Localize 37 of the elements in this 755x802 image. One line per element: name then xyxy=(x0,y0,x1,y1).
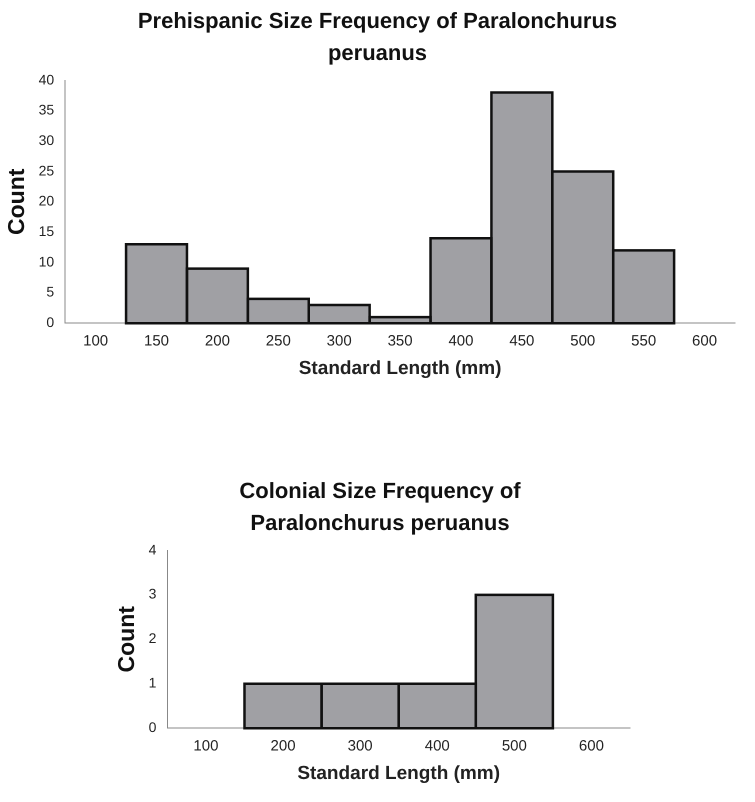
x-tick-label: 400 xyxy=(448,332,474,350)
y-axis-title: Count xyxy=(3,168,30,236)
x-axis-title: Standard Length (mm) xyxy=(298,358,502,379)
x-tick-label: 300 xyxy=(348,737,373,754)
x-tick-label: 300 xyxy=(326,332,352,350)
y-tick-label: 30 xyxy=(38,132,54,148)
x-tick-label: 200 xyxy=(270,737,296,754)
x-tick-label: 600 xyxy=(578,737,604,754)
x-tick-label: 100 xyxy=(83,332,108,350)
y-tick-label: 15 xyxy=(38,223,54,240)
y-tick-label: 0 xyxy=(46,314,54,330)
x-tick-label: 400 xyxy=(424,737,450,754)
x-tick-label: 250 xyxy=(266,332,291,350)
y-tick-label: 4 xyxy=(148,541,157,558)
x-axis-title: Standard Length (mm) xyxy=(297,762,500,784)
y-tick-label: 3 xyxy=(148,586,157,602)
y-axis-title: Count xyxy=(113,606,140,673)
x-tick-label: 550 xyxy=(631,332,656,350)
x-tick-label: 600 xyxy=(692,332,718,350)
x-tick-label: 450 xyxy=(509,332,534,350)
y-tick-label: 35 xyxy=(38,102,54,118)
x-tick-label: 350 xyxy=(388,332,413,350)
y-tick-label: 20 xyxy=(38,192,54,209)
y-tick-label: 10 xyxy=(38,253,54,270)
chart-title: Colonial Size Frequency of Paralonchurus peruanus xyxy=(238,477,522,537)
x-tick-label: 150 xyxy=(144,332,170,350)
x-tick-label: 500 xyxy=(570,332,596,350)
y-tick-label: 40 xyxy=(38,71,54,88)
y-tick-label: 0 xyxy=(148,719,157,736)
y-tick-label: 1 xyxy=(148,674,157,691)
x-tick-label: 100 xyxy=(193,737,218,754)
x-tick-label: 500 xyxy=(502,737,527,754)
y-tick-label: 5 xyxy=(46,284,54,300)
y-tick-label: 25 xyxy=(38,162,54,178)
x-tick-label: 200 xyxy=(204,332,230,350)
y-tick-label: 2 xyxy=(148,630,157,646)
chart-title: Prehispanic Size Frequency of Paralonchurus peruanus xyxy=(136,7,618,67)
